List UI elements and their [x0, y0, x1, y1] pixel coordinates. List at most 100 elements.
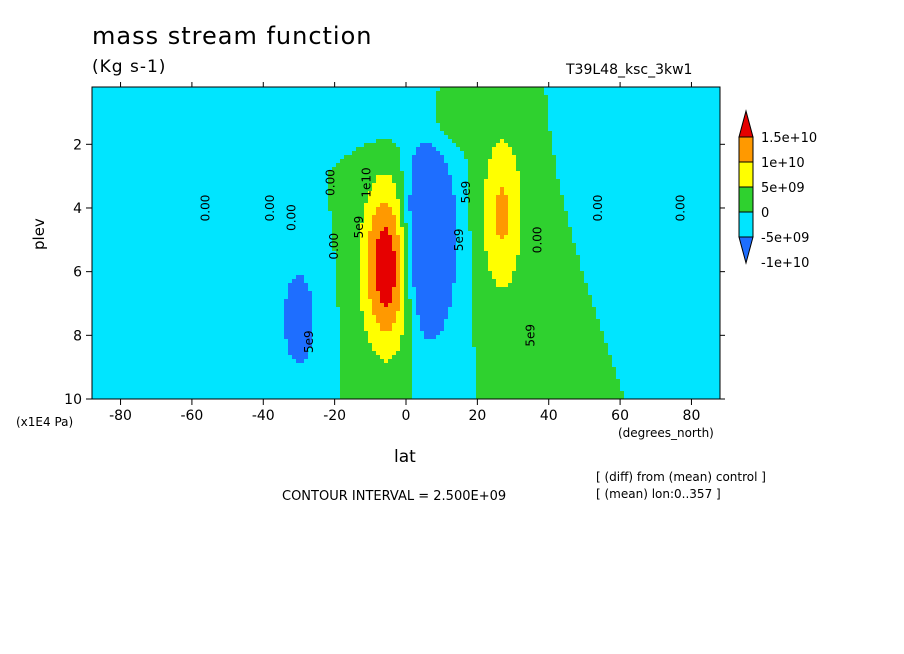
field-cell	[184, 147, 189, 152]
field-cell	[312, 155, 317, 160]
field-cell	[136, 395, 141, 399]
field-cell	[192, 163, 197, 168]
field-cell	[328, 179, 333, 184]
field-cell	[172, 243, 177, 248]
field-cell	[304, 91, 309, 96]
field-cell	[252, 143, 257, 148]
field-cell	[284, 347, 289, 352]
field-cell	[176, 107, 181, 112]
field-cell	[176, 143, 181, 148]
field-cell	[116, 179, 121, 184]
field-cell	[208, 147, 213, 152]
field-cell	[300, 203, 305, 208]
field-cell	[216, 223, 221, 228]
field-cell	[256, 99, 261, 104]
field-cell	[180, 335, 185, 340]
field-cell	[96, 287, 101, 292]
field-cell	[220, 227, 225, 232]
field-cell	[200, 303, 205, 308]
field-cell	[332, 239, 337, 244]
field-cell	[156, 243, 161, 248]
field-cell	[256, 271, 261, 276]
field-cell	[124, 195, 129, 200]
field-cell	[148, 307, 153, 312]
field-cell	[288, 191, 293, 196]
field-cell	[304, 343, 309, 348]
field-cell	[304, 359, 309, 364]
field-cell	[236, 203, 241, 208]
field-cell	[332, 355, 337, 360]
field-cell	[228, 231, 233, 236]
field-cell	[244, 283, 249, 288]
field-cell	[100, 239, 105, 244]
field-cell	[332, 271, 337, 276]
field-cell	[168, 271, 173, 276]
field-cell	[212, 307, 217, 312]
field-cell	[324, 251, 329, 256]
field-cell	[312, 159, 317, 164]
field-cell	[280, 299, 285, 304]
field-cell	[160, 335, 165, 340]
field-cell	[204, 119, 209, 124]
field-cell	[164, 395, 169, 399]
field-cell	[288, 323, 293, 328]
field-cell	[308, 171, 313, 176]
field-cell	[184, 299, 189, 304]
field-cell	[188, 271, 193, 276]
field-cell	[188, 355, 193, 360]
field-cell	[152, 251, 157, 256]
field-cell	[340, 139, 345, 144]
field-cell	[148, 151, 153, 156]
field-cell	[152, 367, 157, 372]
field-cell	[156, 335, 161, 340]
field-cell	[304, 183, 309, 188]
field-cell	[340, 171, 345, 176]
field-cell	[96, 219, 101, 224]
field-cell	[220, 159, 225, 164]
field-cell	[236, 351, 241, 356]
field-cell	[256, 167, 261, 172]
field-cell	[340, 135, 345, 140]
field-cell	[316, 195, 321, 200]
field-cell	[100, 315, 105, 320]
field-cell	[212, 187, 217, 192]
field-cell	[120, 215, 125, 220]
field-cell	[308, 263, 313, 268]
field-cell	[96, 379, 101, 384]
field-cell	[116, 235, 121, 240]
field-cell	[96, 275, 101, 280]
field-cell	[296, 387, 301, 392]
field-cell	[132, 251, 137, 256]
field-cell	[292, 355, 297, 360]
field-cell	[288, 295, 293, 300]
field-cell	[116, 135, 121, 140]
field-cell	[200, 331, 205, 336]
field-cell	[300, 351, 305, 356]
field-cell	[204, 395, 209, 399]
field-cell	[216, 167, 221, 172]
field-cell	[228, 275, 233, 280]
field-cell	[180, 235, 185, 240]
field-cell	[188, 363, 193, 368]
field-cell	[236, 99, 241, 104]
field-cell	[140, 103, 145, 108]
field-cell	[184, 175, 189, 180]
field-cell	[200, 323, 205, 328]
field-cell	[340, 259, 345, 264]
field-cell	[208, 239, 213, 244]
field-cell	[240, 383, 245, 388]
field-cell	[104, 219, 109, 224]
field-cell	[164, 383, 169, 388]
field-cell	[324, 367, 329, 372]
field-cell	[292, 275, 297, 280]
field-cell	[344, 235, 349, 240]
field-cell	[168, 199, 173, 204]
field-cell	[92, 271, 97, 276]
field-cell	[144, 383, 149, 388]
field-cell	[200, 379, 205, 384]
field-cell	[320, 323, 325, 328]
field-cell	[248, 283, 253, 288]
field-cell	[120, 251, 125, 256]
field-cell	[120, 267, 125, 272]
field-cell	[140, 259, 145, 264]
